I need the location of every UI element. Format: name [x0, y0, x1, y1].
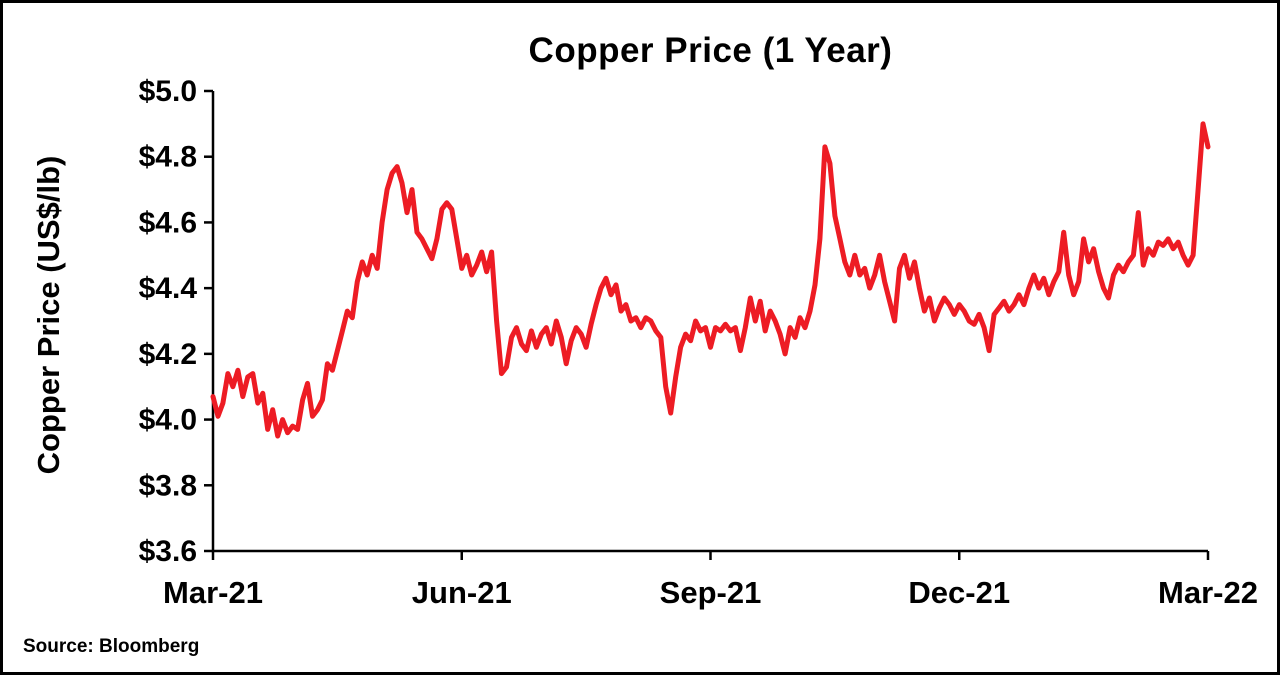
x-tick-label: Mar-22 — [1158, 575, 1258, 610]
copper-price-line-chart: $3.6 $3.8 $4.0 $4.2 $4.4 $4.6 $4.8 $5.0 Mar-21 Ju… — [139, 75, 1258, 610]
y-tick-label: $4.4 — [139, 272, 198, 305]
x-tick-label: Sep-21 — [660, 575, 762, 610]
source-note: Source: Bloomberg — [23, 636, 200, 657]
x-tick-label: Jun-21 — [412, 575, 512, 610]
y-tick-label: $4.6 — [139, 206, 197, 239]
x-tick-label: Dec-21 — [908, 575, 1010, 610]
y-tick-label: $3.8 — [139, 469, 197, 502]
y-tick-label: $4.2 — [139, 338, 197, 371]
chart-title: Copper Price (1 Year) — [528, 31, 893, 70]
y-tick-label: $4.0 — [139, 404, 197, 437]
y-tick-label: $5.0 — [139, 75, 197, 108]
x-tick-label: Mar-21 — [163, 575, 263, 610]
y-tick-label: $3.6 — [139, 535, 197, 568]
y-tick-label: $4.8 — [139, 141, 197, 174]
copper-price-series-line — [210, 121, 1211, 439]
